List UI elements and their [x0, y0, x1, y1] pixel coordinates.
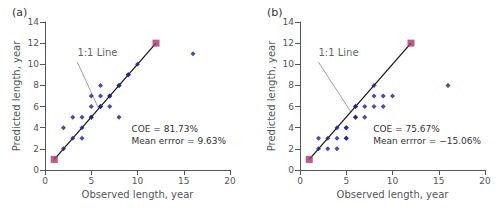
svg-text:8: 8	[288, 80, 294, 90]
svg-text:10: 10	[283, 59, 295, 69]
svg-text:8: 8	[33, 80, 39, 90]
svg-text:20: 20	[224, 176, 236, 186]
svg-text:20: 20	[479, 176, 491, 186]
svg-text:10: 10	[28, 59, 40, 69]
svg-text:Observed length, year: Observed length, year	[82, 189, 195, 200]
svg-text:12: 12	[283, 38, 294, 48]
svg-text:2: 2	[33, 144, 39, 154]
svg-text:5: 5	[343, 176, 349, 186]
svg-text:Predicted length, year: Predicted length, year	[11, 40, 22, 152]
svg-text:4: 4	[33, 123, 39, 133]
svg-text:(b): (b)	[267, 6, 283, 19]
svg-text:0: 0	[288, 165, 294, 175]
svg-text:0: 0	[33, 165, 39, 175]
svg-text:1:1 Line: 1:1 Line	[77, 47, 117, 58]
svg-text:14: 14	[283, 17, 295, 27]
svg-text:COE = 81.73%: COE = 81.73%	[131, 124, 198, 134]
svg-text:(a): (a)	[12, 6, 27, 19]
svg-text:Predicted length, year: Predicted length, year	[266, 40, 277, 152]
svg-text:4: 4	[288, 123, 294, 133]
svg-text:15: 15	[433, 176, 444, 186]
svg-text:6: 6	[288, 102, 294, 112]
svg-text:Observed length, year: Observed length, year	[337, 189, 450, 200]
svg-text:14: 14	[28, 17, 40, 27]
svg-text:5: 5	[88, 176, 94, 186]
svg-text:1:1 Line: 1:1 Line	[319, 47, 359, 58]
svg-text:15: 15	[178, 176, 189, 186]
svg-text:12: 12	[28, 38, 39, 48]
svg-text:0: 0	[42, 176, 48, 186]
svg-text:2: 2	[288, 144, 294, 154]
svg-text:10: 10	[387, 176, 399, 186]
svg-text:10: 10	[132, 176, 144, 186]
svg-text:Mean errror = 9.63%: Mean errror = 9.63%	[131, 136, 226, 146]
svg-text:COE = 75.67%: COE = 75.67%	[373, 124, 440, 134]
svg-text:6: 6	[33, 102, 39, 112]
svg-text:0: 0	[297, 176, 303, 186]
svg-text:Mean errror = −15.06%: Mean errror = −15.06%	[373, 136, 481, 146]
